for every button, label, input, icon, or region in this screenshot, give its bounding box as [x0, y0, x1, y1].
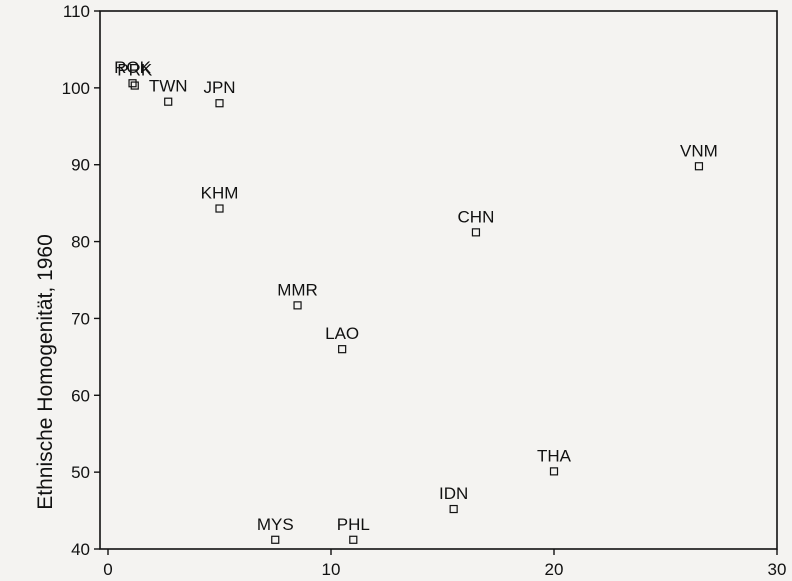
y-tick-label: 80 — [71, 233, 90, 252]
point-label-mmr: MMR — [277, 280, 318, 299]
point-marker-chn — [471, 228, 481, 237]
point-marker-rok — [128, 79, 137, 88]
point-label-rok: ROK — [114, 58, 152, 77]
point-label-tha: THA — [537, 446, 572, 465]
y-tick-label: 70 — [71, 309, 90, 328]
point-marker-mmr — [293, 301, 302, 310]
point-label-prk: PRK — [117, 61, 153, 80]
point-marker-idn — [449, 504, 458, 514]
point-marker-mys — [271, 535, 280, 544]
point-marker-khm — [215, 204, 224, 213]
point-marker-vnm — [694, 162, 704, 171]
point-marker-prk — [130, 81, 139, 90]
x-tick-label: 30 — [768, 560, 787, 579]
y-axis-ticks: 40 50 60 70 80 90 100 110 — [62, 2, 100, 559]
point-marker-phl — [349, 535, 358, 544]
y-tick-label: 100 — [62, 79, 90, 98]
y-tick-label: 40 — [71, 540, 90, 559]
x-tick-label: 10 — [322, 560, 341, 579]
x-tick-label: 20 — [545, 560, 564, 579]
y-tick-label: 110 — [63, 2, 90, 21]
y-tick-label: 90 — [71, 156, 90, 175]
plot-frame — [99, 10, 778, 550]
point-label-phl: PHL — [337, 515, 370, 534]
point-label-lao: LAO — [325, 324, 359, 343]
point-label-chn: CHN — [458, 207, 495, 226]
x-axis-ticks: 0 10 20 30 — [103, 549, 786, 579]
point-marker-lao — [338, 345, 347, 354]
point-label-jpn: JPN — [203, 78, 235, 97]
point-label-mys: MYS — [257, 515, 294, 534]
point-marker-tha — [549, 467, 559, 476]
y-axis-title: Ethnische Homogenität, 1960 — [34, 234, 57, 510]
point-label-idn: IDN — [439, 484, 468, 503]
y-tick-label: 60 — [71, 386, 90, 405]
point-marker-twn — [164, 97, 173, 106]
x-tick-label: 0 — [103, 560, 112, 579]
point-label-khm: KHM — [201, 184, 239, 203]
point-marker-jpn — [215, 99, 224, 108]
point-label-twn: TWN — [149, 77, 188, 96]
y-tick-label: 50 — [71, 463, 90, 482]
point-label-vnm: VNM — [680, 141, 718, 160]
